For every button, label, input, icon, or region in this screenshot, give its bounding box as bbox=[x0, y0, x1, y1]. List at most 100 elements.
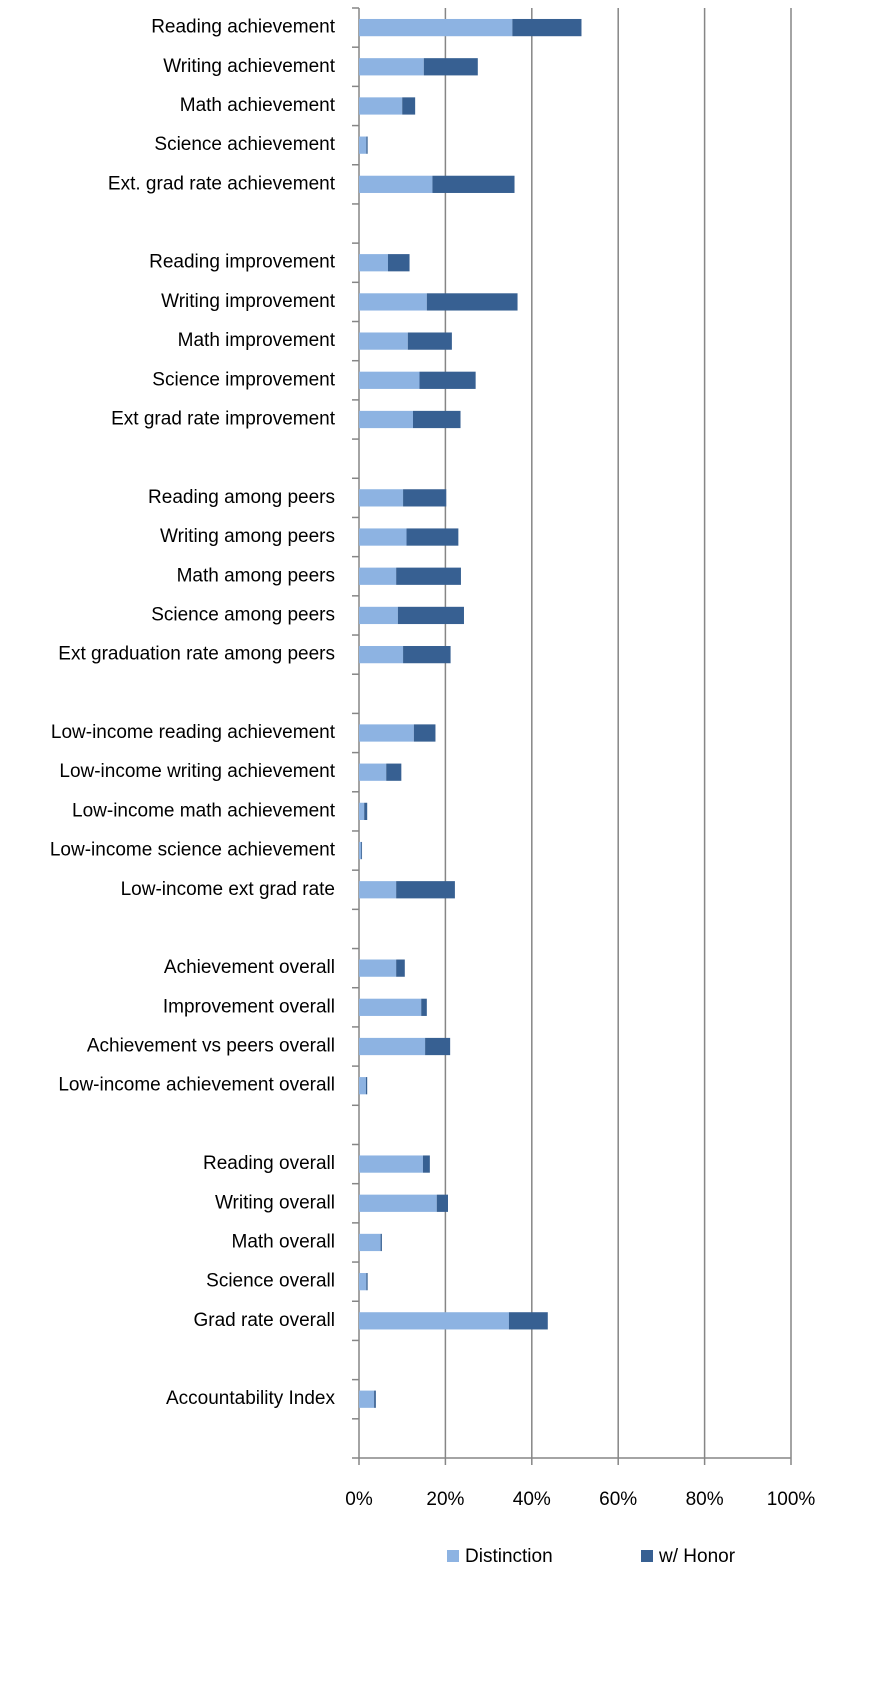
bar-segment bbox=[396, 881, 455, 899]
y-tick-label: Ext grad rate improvement bbox=[111, 409, 336, 430]
y-tick-label: Science improvement bbox=[152, 369, 335, 390]
bar-segment bbox=[407, 332, 452, 350]
y-tick-label: Accountability Index bbox=[166, 1388, 335, 1409]
bar-segment bbox=[359, 881, 397, 899]
y-tick-label: Writing improvement bbox=[161, 291, 336, 312]
y-tick-label: Math overall bbox=[232, 1231, 336, 1252]
y-tick-label: Math improvement bbox=[178, 330, 336, 351]
bar-segment bbox=[364, 802, 368, 820]
bar-segment bbox=[403, 646, 451, 664]
y-tick-label: Low-income reading achievement bbox=[51, 722, 336, 743]
bar-segment bbox=[508, 1312, 548, 1330]
bar-segment bbox=[380, 1233, 382, 1252]
y-tick-label: Math among peers bbox=[177, 565, 335, 586]
bar-segment bbox=[359, 293, 427, 311]
y-tick-label: Science overall bbox=[206, 1271, 335, 1292]
y-tick-label: Ext. grad rate achievement bbox=[108, 173, 336, 194]
bar-segment bbox=[359, 1233, 381, 1252]
y-tick-label: Science achievement bbox=[154, 134, 335, 155]
y-tick-label: Ext graduation rate among peers bbox=[58, 644, 335, 665]
y-tick-label: Writing achievement bbox=[163, 56, 336, 77]
bar-segment bbox=[365, 1077, 368, 1095]
bar-segment bbox=[359, 1390, 375, 1408]
legend-swatch bbox=[447, 1550, 459, 1562]
bar-segment bbox=[366, 1273, 368, 1291]
legend-label: w/ Honor bbox=[658, 1546, 736, 1567]
x-tick-label: 20% bbox=[426, 1489, 464, 1510]
bar-segment bbox=[512, 18, 582, 37]
bar-segment bbox=[436, 1194, 448, 1212]
x-tick-label: 0% bbox=[345, 1489, 373, 1510]
y-tick-label: Reading improvement bbox=[149, 252, 336, 273]
bar-segment bbox=[359, 410, 413, 429]
bar-segment bbox=[359, 528, 407, 546]
bar-segment bbox=[386, 763, 402, 781]
y-tick-label: Low-income achievement overall bbox=[58, 1075, 335, 1096]
bar-segment bbox=[423, 58, 478, 76]
bar-segment bbox=[396, 959, 405, 977]
bar-segment bbox=[359, 1037, 426, 1056]
bar-segment bbox=[359, 332, 408, 350]
bar-segment bbox=[359, 998, 422, 1016]
bar-segment bbox=[359, 1077, 366, 1095]
legend-swatch bbox=[641, 1550, 653, 1562]
bar-segment bbox=[359, 371, 420, 389]
bar-segment bbox=[359, 959, 397, 977]
bar-segment bbox=[359, 1312, 509, 1330]
bar-segment bbox=[361, 841, 363, 860]
bar-segment bbox=[359, 136, 367, 154]
y-tick-label: Low-income writing achievement bbox=[59, 761, 335, 782]
bar-segment bbox=[413, 724, 436, 742]
legend-label: Distinction bbox=[465, 1546, 553, 1567]
bar-segment bbox=[359, 646, 404, 664]
x-tick-label: 100% bbox=[767, 1489, 816, 1510]
bar-segment bbox=[419, 371, 476, 389]
y-tick-label: Low-income science achievement bbox=[50, 840, 336, 861]
bar-segment bbox=[359, 58, 424, 76]
y-tick-label: Low-income math achievement bbox=[72, 800, 336, 821]
bar-segment bbox=[359, 97, 403, 115]
bar-segment bbox=[359, 1194, 437, 1212]
y-tick-label: Grad rate overall bbox=[193, 1310, 335, 1331]
x-tick-label: 60% bbox=[599, 1489, 637, 1510]
x-tick-label: 80% bbox=[686, 1489, 724, 1510]
bar-segment bbox=[402, 97, 416, 115]
bar-segment bbox=[359, 802, 365, 820]
y-tick-label: Science among peers bbox=[151, 604, 335, 625]
bar-segment bbox=[359, 1155, 423, 1173]
bar-segment bbox=[421, 998, 427, 1016]
y-tick-label: Improvement overall bbox=[163, 996, 335, 1017]
bar-segment bbox=[366, 136, 368, 154]
y-tick-label: Reading among peers bbox=[148, 487, 335, 508]
bar-segment bbox=[432, 175, 515, 193]
bar-segment bbox=[359, 489, 404, 507]
bar-segment bbox=[425, 1037, 451, 1056]
bar-segment bbox=[359, 175, 433, 193]
y-tick-label: Achievement overall bbox=[164, 957, 335, 978]
y-tick-label: Writing among peers bbox=[160, 526, 335, 547]
bar-segment bbox=[413, 410, 461, 429]
bar-segment bbox=[359, 254, 388, 272]
bar-segment bbox=[422, 1155, 430, 1173]
y-tick-label: Reading achievement bbox=[151, 17, 336, 38]
bar-segment bbox=[406, 528, 459, 546]
y-tick-label: Reading overall bbox=[203, 1153, 335, 1174]
bar-segment bbox=[359, 1273, 367, 1291]
bar-segment bbox=[359, 18, 513, 37]
bar-segment bbox=[396, 567, 461, 585]
y-tick-label: Low-income ext grad rate bbox=[121, 879, 335, 900]
y-tick-label: Achievement vs peers overall bbox=[87, 1036, 335, 1057]
y-tick-label: Math achievement bbox=[180, 95, 336, 116]
bar-segment bbox=[387, 254, 410, 272]
bar-segment bbox=[359, 606, 398, 625]
bar-segment bbox=[397, 606, 464, 625]
bar-segment bbox=[359, 763, 387, 781]
bar-segment bbox=[359, 567, 397, 585]
bar-segment bbox=[374, 1390, 376, 1408]
bar-segment bbox=[359, 841, 362, 860]
bar-segment bbox=[359, 724, 414, 742]
y-tick-label: Writing overall bbox=[215, 1192, 335, 1213]
x-tick-label: 40% bbox=[513, 1489, 551, 1510]
bar-segment bbox=[426, 293, 518, 311]
